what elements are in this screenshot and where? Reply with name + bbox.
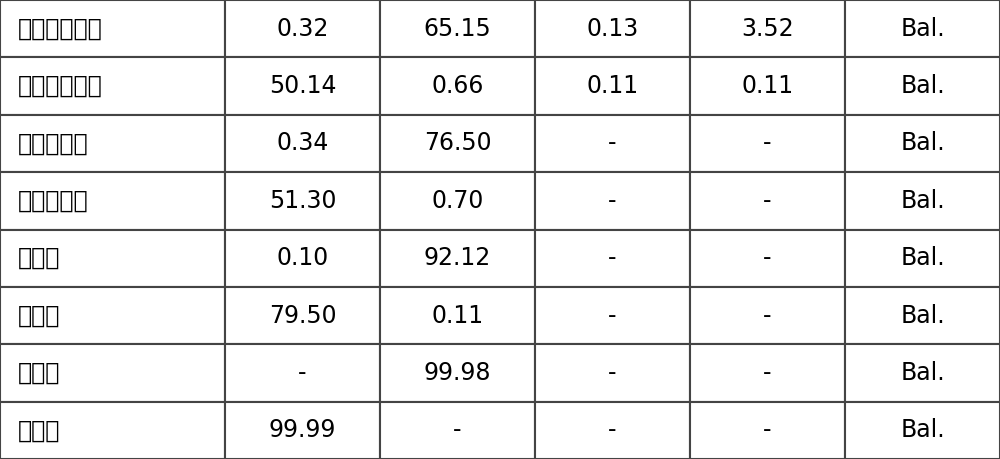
Text: -: -: [608, 246, 617, 270]
Text: Bal.: Bal.: [900, 246, 945, 270]
Text: -: -: [763, 246, 772, 270]
Bar: [225, 57, 380, 115]
Bar: [845, 0, 1000, 57]
Text: Bal.: Bal.: [900, 131, 945, 156]
Bar: [380, 57, 535, 115]
Bar: [845, 172, 1000, 230]
Text: 水洗碳酸铅: 水洗碳酸铅: [18, 131, 89, 156]
Text: 76.50: 76.50: [424, 131, 491, 156]
Bar: [535, 402, 690, 459]
Text: 51.30: 51.30: [269, 189, 336, 213]
Text: -: -: [763, 189, 772, 213]
Bar: [690, 115, 845, 172]
Bar: [535, 115, 690, 172]
Text: -: -: [608, 303, 617, 328]
Bar: [535, 172, 690, 230]
Bar: [225, 230, 380, 287]
Bar: [0, 115, 225, 172]
Text: 单质锤: 单质锤: [18, 418, 60, 442]
Text: 0.34: 0.34: [276, 131, 329, 156]
Text: -: -: [763, 418, 772, 442]
Bar: [690, 402, 845, 459]
Text: 0.11: 0.11: [741, 74, 794, 98]
Bar: [845, 402, 1000, 459]
Text: Bal.: Bal.: [900, 418, 945, 442]
Bar: [0, 344, 225, 402]
Bar: [380, 115, 535, 172]
Bar: [690, 0, 845, 57]
Bar: [380, 0, 535, 57]
Text: 50.14: 50.14: [269, 74, 336, 98]
Bar: [845, 287, 1000, 344]
Text: -: -: [608, 361, 617, 385]
Bar: [690, 287, 845, 344]
Text: 单质铅: 单质铅: [18, 361, 60, 385]
Bar: [225, 0, 380, 57]
Text: 未水洗碳酸锤: 未水洗碳酸锤: [18, 74, 103, 98]
Bar: [845, 344, 1000, 402]
Text: 氧化锤: 氧化锤: [18, 303, 60, 328]
Text: -: -: [763, 303, 772, 328]
Bar: [690, 172, 845, 230]
Bar: [225, 287, 380, 344]
Bar: [690, 57, 845, 115]
Bar: [535, 344, 690, 402]
Bar: [380, 402, 535, 459]
Bar: [225, 172, 380, 230]
Text: -: -: [763, 131, 772, 156]
Text: Bal.: Bal.: [900, 303, 945, 328]
Bar: [845, 57, 1000, 115]
Bar: [535, 0, 690, 57]
Text: Bal.: Bal.: [900, 189, 945, 213]
Bar: [0, 57, 225, 115]
Text: 3.52: 3.52: [741, 17, 794, 41]
Text: 0.66: 0.66: [431, 74, 484, 98]
Bar: [535, 287, 690, 344]
Bar: [0, 402, 225, 459]
Text: 99.99: 99.99: [269, 418, 336, 442]
Bar: [0, 0, 225, 57]
Bar: [225, 402, 380, 459]
Text: 79.50: 79.50: [269, 303, 336, 328]
Text: 0.32: 0.32: [276, 17, 329, 41]
Bar: [380, 287, 535, 344]
Bar: [0, 287, 225, 344]
Text: Bal.: Bal.: [900, 361, 945, 385]
Bar: [225, 344, 380, 402]
Bar: [690, 230, 845, 287]
Text: 水洗碳酸锤: 水洗碳酸锤: [18, 189, 89, 213]
Text: 未水洗碳酸铅: 未水洗碳酸铅: [18, 17, 103, 41]
Text: 0.13: 0.13: [586, 17, 639, 41]
Text: 65.15: 65.15: [424, 17, 491, 41]
Bar: [0, 230, 225, 287]
Bar: [690, 344, 845, 402]
Bar: [535, 230, 690, 287]
Text: -: -: [608, 418, 617, 442]
Text: -: -: [763, 361, 772, 385]
Text: 0.11: 0.11: [431, 303, 484, 328]
Text: Bal.: Bal.: [900, 74, 945, 98]
Text: 0.11: 0.11: [586, 74, 639, 98]
Bar: [845, 115, 1000, 172]
Text: Bal.: Bal.: [900, 17, 945, 41]
Bar: [380, 230, 535, 287]
Text: 0.70: 0.70: [431, 189, 484, 213]
Text: -: -: [608, 131, 617, 156]
Text: -: -: [608, 189, 617, 213]
Text: 氧化铅: 氧化铅: [18, 246, 60, 270]
Text: -: -: [298, 361, 307, 385]
Bar: [380, 172, 535, 230]
Text: 0.10: 0.10: [276, 246, 329, 270]
Text: 92.12: 92.12: [424, 246, 491, 270]
Bar: [380, 344, 535, 402]
Text: 99.98: 99.98: [424, 361, 491, 385]
Bar: [845, 230, 1000, 287]
Bar: [0, 172, 225, 230]
Bar: [535, 57, 690, 115]
Text: -: -: [453, 418, 462, 442]
Bar: [225, 115, 380, 172]
